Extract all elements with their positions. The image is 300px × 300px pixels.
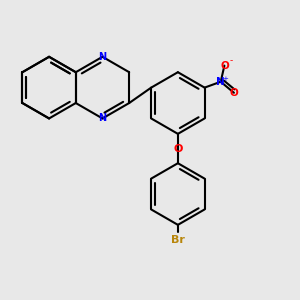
Text: -: -: [230, 56, 232, 65]
Text: O: O: [173, 143, 183, 154]
Text: O: O: [230, 88, 238, 98]
Text: Br: Br: [171, 235, 185, 244]
Text: O: O: [220, 61, 229, 70]
Text: N: N: [216, 77, 225, 87]
Text: +: +: [223, 76, 228, 82]
Text: N: N: [98, 52, 106, 62]
Text: N: N: [98, 113, 106, 123]
